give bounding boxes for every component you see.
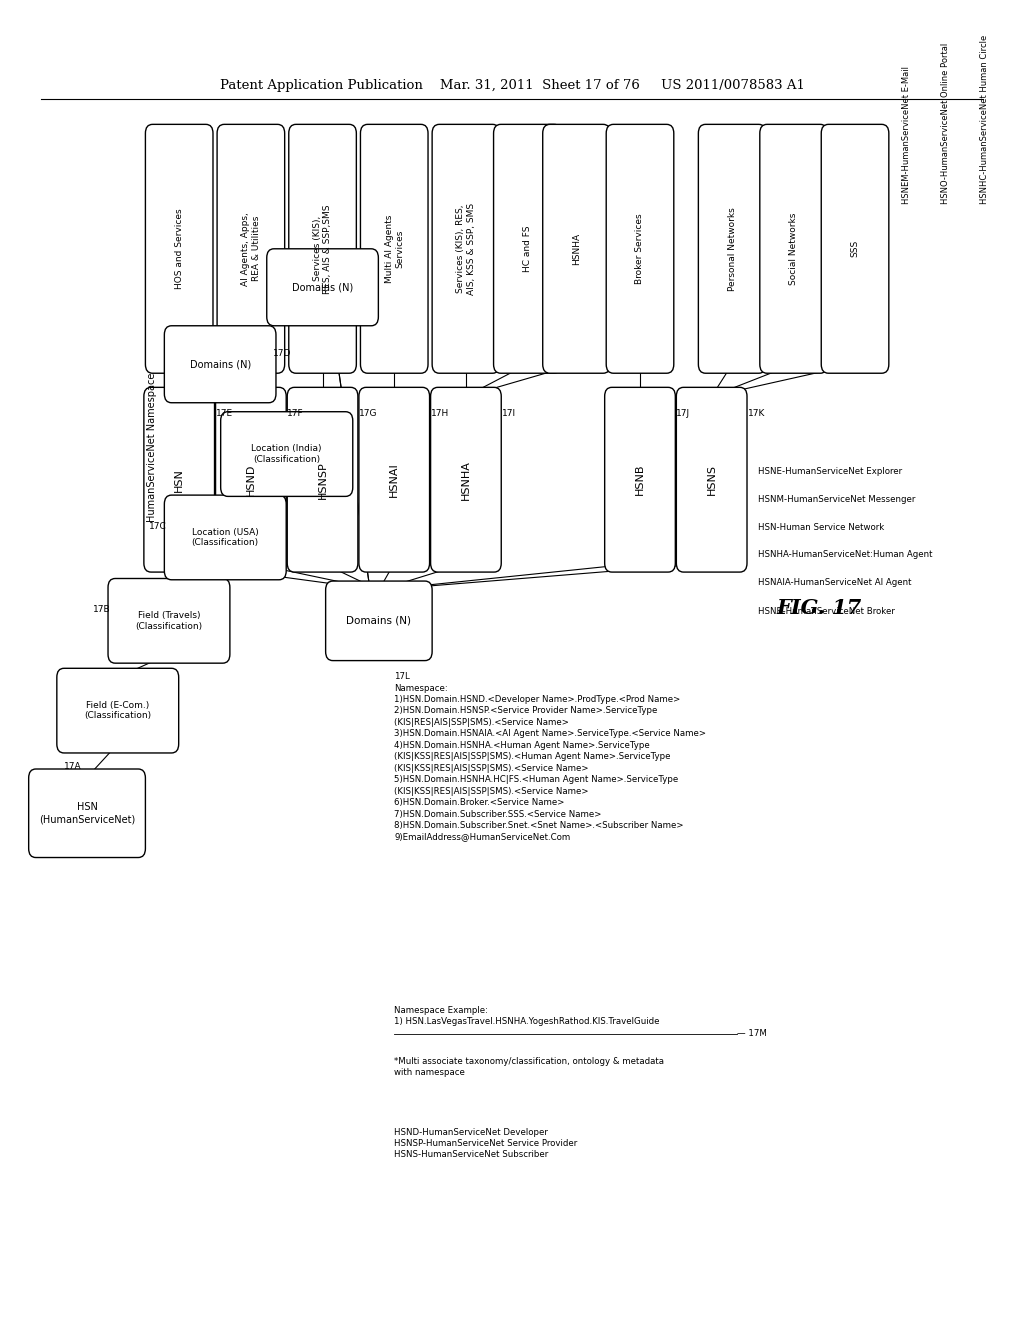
Text: Patent Application Publication    Mar. 31, 2011  Sheet 17 of 76     US 2011/0078: Patent Application Publication Mar. 31, … <box>219 79 805 92</box>
FancyBboxPatch shape <box>760 124 827 374</box>
Text: 17I: 17I <box>503 409 516 418</box>
FancyBboxPatch shape <box>543 124 610 374</box>
FancyBboxPatch shape <box>360 124 428 374</box>
FancyBboxPatch shape <box>266 248 379 326</box>
Text: Location (India)
(Classification): Location (India) (Classification) <box>252 445 322 463</box>
Text: 17J: 17J <box>676 409 690 418</box>
Text: HSNM-HumanServiceNet Messenger: HSNM-HumanServiceNet Messenger <box>758 495 915 504</box>
Text: 17F: 17F <box>287 409 304 418</box>
FancyBboxPatch shape <box>164 495 286 579</box>
Text: HSNHC-HumanServiceNet Human Circle: HSNHC-HumanServiceNet Human Circle <box>980 34 988 203</box>
FancyBboxPatch shape <box>494 124 561 374</box>
Text: HSNE-HumanServiceNet Explorer: HSNE-HumanServiceNet Explorer <box>758 467 902 477</box>
Text: HSNB-HumanServiceNet Broker: HSNB-HumanServiceNet Broker <box>758 607 895 615</box>
Text: HSND-HumanServiceNet Developer
HSNSP-HumanServiceNet Service Provider
HSNS-Human: HSND-HumanServiceNet Developer HSNSP-Hum… <box>394 1127 578 1159</box>
Text: HumanServiceNet Namespace: HumanServiceNet Namespace <box>146 374 157 523</box>
Text: HSNEM-HumanServiceNet E-Mail: HSNEM-HumanServiceNet E-Mail <box>902 66 910 203</box>
FancyBboxPatch shape <box>676 387 748 572</box>
Text: HSND: HSND <box>246 463 256 496</box>
Text: HSN-Human Service Network: HSN-Human Service Network <box>758 523 884 532</box>
Text: 17D: 17D <box>273 348 292 358</box>
FancyBboxPatch shape <box>432 124 500 374</box>
FancyBboxPatch shape <box>109 578 229 663</box>
Text: Social Networks: Social Networks <box>790 213 798 285</box>
FancyBboxPatch shape <box>217 124 285 374</box>
Text: Domains (N): Domains (N) <box>189 359 251 370</box>
Text: *Multi associate taxonomy/classification, ontology & metadata
with namespace: *Multi associate taxonomy/classification… <box>394 1057 665 1077</box>
Text: Services (KIS), RES,
AIS, KSS & SSP, SMS: Services (KIS), RES, AIS, KSS & SSP, SMS <box>457 203 475 294</box>
Text: 17G: 17G <box>359 409 378 418</box>
FancyBboxPatch shape <box>143 387 215 572</box>
FancyBboxPatch shape <box>221 412 352 496</box>
Text: HSNHA-HumanServiceNet:Human Agent: HSNHA-HumanServiceNet:Human Agent <box>758 550 932 560</box>
Text: AI Agents, Apps,
REA & Utilities: AI Agents, Apps, REA & Utilities <box>242 213 260 285</box>
FancyBboxPatch shape <box>145 124 213 374</box>
FancyBboxPatch shape <box>821 124 889 374</box>
Text: 17E: 17E <box>215 409 232 418</box>
Text: HSNS: HSNS <box>707 465 717 495</box>
Text: Field (E-Com.)
(Classification): Field (E-Com.) (Classification) <box>84 701 152 721</box>
Text: Domains (N): Domains (N) <box>346 616 412 626</box>
Text: SSS: SSS <box>851 240 859 257</box>
Text: HSN: HSN <box>174 467 184 491</box>
Text: HC and FS: HC and FS <box>523 226 531 272</box>
Text: HSNAI: HSNAI <box>389 462 399 498</box>
Text: Services (KIS),
RES, AIS & SSP,SMS: Services (KIS), RES, AIS & SSP,SMS <box>313 205 332 293</box>
Text: HSN
(HumanServiceNet): HSN (HumanServiceNet) <box>39 803 135 824</box>
FancyBboxPatch shape <box>604 387 676 572</box>
Text: Broker Services: Broker Services <box>636 214 644 284</box>
Text: Domains (N): Domains (N) <box>292 282 353 292</box>
Text: FIG. 17: FIG. 17 <box>776 598 862 618</box>
Text: — 17M: — 17M <box>737 1028 767 1038</box>
FancyBboxPatch shape <box>164 326 275 403</box>
Text: HSNHA: HSNHA <box>572 232 581 265</box>
Text: HSNSP: HSNSP <box>317 461 328 499</box>
Text: 17H: 17H <box>431 409 449 418</box>
Text: Field (Travels)
(Classification): Field (Travels) (Classification) <box>135 611 203 631</box>
Text: 17B: 17B <box>92 606 111 614</box>
Text: Multi AI Agents
Services: Multi AI Agents Services <box>385 215 403 282</box>
FancyBboxPatch shape <box>57 668 178 752</box>
Text: 17L
Namespace:
1)HSN.Domain.HSND.<Developer Name>.ProdType.<Prod Name>
2)HSN.Dom: 17L Namespace: 1)HSN.Domain.HSND.<Develo… <box>394 672 707 841</box>
FancyBboxPatch shape <box>29 770 145 858</box>
Text: HSNO-HumanServiceNet Online Portal: HSNO-HumanServiceNet Online Portal <box>941 42 949 203</box>
Text: 17A: 17A <box>65 762 82 771</box>
FancyBboxPatch shape <box>289 124 356 374</box>
Text: HSNB: HSNB <box>635 463 645 495</box>
Text: HSNAIA-HumanServiceNet AI Agent: HSNAIA-HumanServiceNet AI Agent <box>758 578 911 587</box>
Text: 17K: 17K <box>748 409 765 418</box>
FancyBboxPatch shape <box>606 124 674 374</box>
Text: 17C: 17C <box>148 521 166 531</box>
FancyBboxPatch shape <box>287 387 358 572</box>
FancyBboxPatch shape <box>430 387 502 572</box>
Text: Location (USA)
(Classification): Location (USA) (Classification) <box>191 528 259 548</box>
FancyBboxPatch shape <box>698 124 766 374</box>
FancyBboxPatch shape <box>358 387 430 572</box>
Text: Namespace Example:
1) HSN.LasVegasTravel.HSNHA.YogeshRathod.KIS.TravelGuide: Namespace Example: 1) HSN.LasVegasTravel… <box>394 1006 659 1026</box>
Text: HSNHA: HSNHA <box>461 459 471 500</box>
Text: Personal Networks: Personal Networks <box>728 207 736 290</box>
FancyBboxPatch shape <box>326 581 432 660</box>
FancyBboxPatch shape <box>215 387 286 572</box>
Text: HOS and Services: HOS and Services <box>175 209 183 289</box>
